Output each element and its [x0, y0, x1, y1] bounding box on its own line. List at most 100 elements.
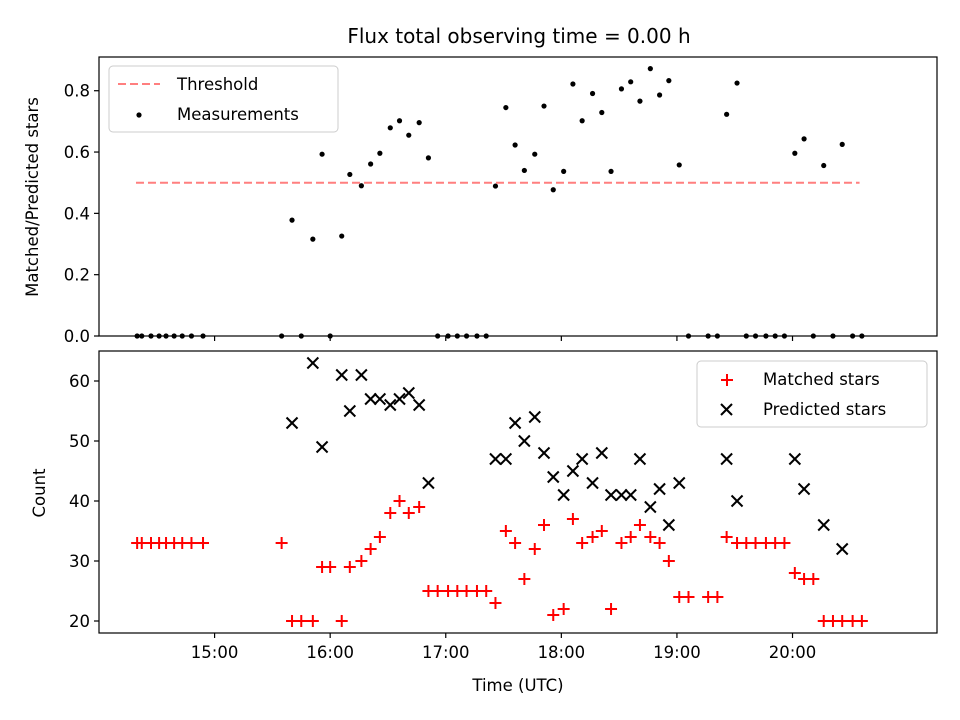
- bottom-y-axis-label: Count: [30, 468, 49, 518]
- matched-stars-point: [557, 603, 570, 615]
- matched-stars-point: [460, 585, 473, 597]
- predicted-stars-point: [315, 440, 329, 454]
- matched-stars-point: [682, 591, 695, 603]
- matched-stars-point: [431, 585, 444, 597]
- predicted-stars-point: [402, 386, 415, 400]
- matched-stars-point: [295, 615, 308, 627]
- measurement-point: [570, 81, 576, 87]
- predicted-stars-point: [797, 482, 811, 496]
- predicted-stars-point: [575, 452, 589, 466]
- top-legend: Threshold Measurements: [108, 65, 339, 133]
- measurement-point: [666, 78, 672, 84]
- bottom-axis-ticks: 20 30 40 50 60 15:00 16:00 17:00 18:00 19:00 20:00: [69, 372, 816, 662]
- measurement-point: [618, 86, 625, 92]
- matched-stars-point: [364, 543, 377, 555]
- matched-stars-point: [788, 567, 801, 579]
- matched-stars-point: [586, 531, 599, 543]
- measurement-point: [289, 217, 295, 223]
- matched-legend-swatch: [721, 374, 733, 386]
- bottom-y-tick-label: 40: [69, 492, 90, 511]
- matched-stars-point: [324, 561, 337, 573]
- top-y-tick-label: 0.6: [64, 143, 90, 162]
- measurement-point: [347, 171, 353, 178]
- predicted-stars-point: [412, 398, 426, 412]
- measurement-point: [608, 168, 614, 174]
- measurement-point: [589, 90, 596, 97]
- predicted-stars-point: [508, 416, 522, 430]
- predicted-stars-point: [595, 446, 609, 460]
- matched-stars-point: [836, 615, 849, 627]
- measurement-point: [310, 236, 316, 242]
- matched-stars-point: [489, 597, 502, 609]
- bottom-legend: Matched stars Predicted stars: [696, 360, 928, 428]
- top-y-tick-label: 0.4: [64, 204, 90, 223]
- measurement-point: [425, 155, 432, 161]
- measurement-point: [358, 183, 364, 189]
- measurement-point: [676, 162, 682, 168]
- predicted-stars-point: [633, 452, 647, 466]
- x-axis-label: Time (UTC): [471, 676, 563, 695]
- counts-panel: Count Time (UTC) 20 30 40 50 60 15:00 16:00 17:…: [30, 350, 938, 695]
- predicted-stars-point: [615, 488, 628, 502]
- predicted-stars-point: [566, 464, 580, 478]
- predicted-stars-point: [384, 398, 397, 412]
- predicted-stars-point: [393, 392, 406, 406]
- measurement-point: [512, 142, 518, 148]
- measurement-point: [724, 111, 730, 117]
- measurement-point: [532, 151, 538, 157]
- matched-stars-point: [518, 573, 531, 585]
- x-tick-label: 17:00: [422, 643, 470, 662]
- measurement-point: [801, 136, 807, 142]
- bottom-legend-box: [696, 360, 928, 428]
- predicted-stars-point: [644, 500, 657, 514]
- matched-stars-point: [275, 537, 288, 549]
- matched-stars-point: [306, 615, 319, 627]
- matched-stars-point: [855, 615, 868, 627]
- measurement-point: [628, 79, 634, 85]
- predicted-stars-point: [624, 488, 637, 502]
- matched-stars-point: [393, 495, 406, 507]
- measurement-point: [503, 104, 509, 111]
- predicted-stars-point: [364, 392, 377, 406]
- predicted-stars-point: [306, 356, 320, 370]
- matched-stars-point: [413, 501, 426, 513]
- measurement-point: [377, 150, 383, 156]
- predicted-stars-point: [373, 392, 387, 406]
- measurement-point: [416, 120, 422, 126]
- measurement-point: [599, 109, 605, 116]
- matched-stars-point: [566, 513, 579, 525]
- predicted-stars-point: [518, 434, 531, 448]
- predicted-stars-point: [653, 482, 666, 496]
- top-y-axis-label: Matched/Predicted stars: [23, 97, 42, 297]
- predicted-stars-point: [547, 470, 560, 484]
- measurement-point: [821, 162, 827, 169]
- x-tick-label: 16:00: [306, 643, 354, 662]
- top-y-tick-label: 0.8: [64, 82, 90, 101]
- predicted-stars-point: [673, 476, 686, 490]
- measurement-point: [319, 151, 325, 157]
- measurement-point: [492, 183, 499, 189]
- measurement-point: [541, 103, 547, 109]
- matched-stars-point: [343, 561, 356, 573]
- x-tick-label: 20:00: [769, 643, 817, 662]
- measurement-point: [637, 98, 643, 104]
- measurements-legend-swatch: [136, 112, 142, 118]
- predicted-stars-point: [662, 518, 676, 532]
- x-tick-label: 15:00: [191, 643, 239, 662]
- bottom-plot-area: [131, 356, 868, 627]
- chart-title: Flux total observing time = 0.00 h: [347, 24, 690, 48]
- predicted-stars-point: [499, 452, 513, 466]
- matched-stars-point: [615, 537, 628, 549]
- x-tick-label: 19:00: [653, 643, 701, 662]
- matched-stars-point: [662, 555, 675, 567]
- predicted-legend-label: Predicted stars: [763, 400, 886, 419]
- matched-stars-point: [480, 585, 493, 597]
- top-axes-frame: [98, 56, 938, 337]
- matched-legend-label: Matched stars: [763, 370, 880, 389]
- top-axis-ticks: 0.0 0.2 0.4 0.6 0.8: [64, 82, 794, 346]
- predicted-stars-point: [343, 404, 357, 418]
- predicted-stars-point: [335, 368, 348, 382]
- matched-stars-point: [355, 555, 368, 567]
- matched-stars-point: [749, 537, 762, 549]
